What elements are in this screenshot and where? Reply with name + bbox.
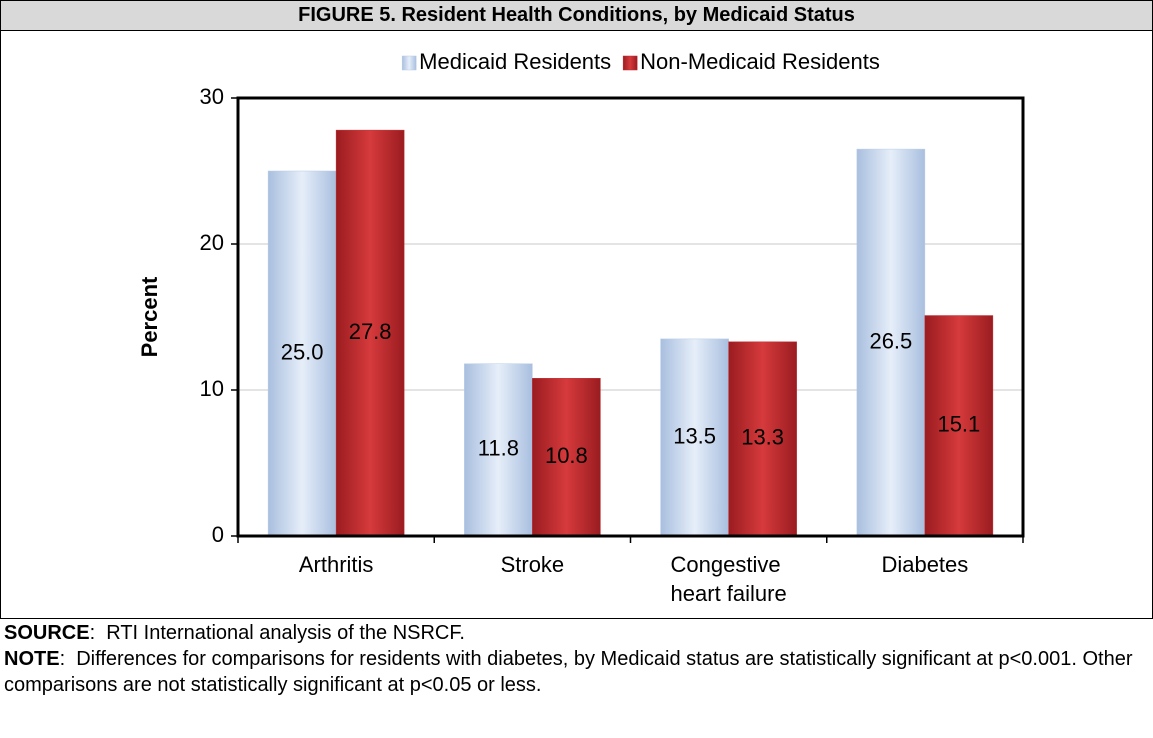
- legend-item: Non-Medicaid Residents: [622, 49, 880, 74]
- bar: [532, 378, 601, 537]
- data-label: 26.5: [869, 328, 912, 353]
- data-label: 25.0: [281, 339, 324, 364]
- data-label: 13.5: [673, 423, 716, 448]
- notes: SOURCE: RTI International analysis of th…: [4, 620, 1144, 698]
- data-label: 13.3: [741, 425, 784, 450]
- bar: [464, 363, 533, 537]
- bar: [924, 315, 994, 537]
- x-tick-label: Stroke: [501, 552, 565, 577]
- figure-title: FIGURE 5. Resident Health Conditions, by…: [1, 1, 1152, 31]
- note-text: : Differences for comparisons for reside…: [4, 648, 1139, 696]
- data-label: 10.8: [545, 443, 588, 468]
- note: SOURCE: RTI International analysis of th…: [4, 620, 1144, 646]
- y-axis-label: Percent: [137, 276, 162, 357]
- y-tick-label: 20: [200, 230, 224, 255]
- figure-box: FIGURE 5. Resident Health Conditions, by…: [0, 0, 1153, 619]
- y-tick-label: 0: [212, 522, 224, 547]
- bar: [856, 148, 926, 537]
- legend-item: Medicaid Residents: [401, 49, 611, 74]
- bar: [660, 338, 729, 537]
- legend-swatch: [401, 55, 417, 71]
- legend-label: Non-Medicaid Residents: [640, 49, 880, 74]
- bar: [335, 129, 405, 537]
- bar: [267, 170, 337, 537]
- note: NOTE: Differences for comparisons for re…: [4, 646, 1144, 698]
- y-tick-label: 10: [200, 376, 224, 401]
- x-tick-label: Diabetes: [881, 552, 968, 577]
- note-text: : RTI International analysis of the NSRC…: [89, 622, 465, 644]
- plot-border: [236, 96, 1025, 538]
- note-label: NOTE: [4, 648, 60, 670]
- data-label: 15.1: [937, 412, 980, 437]
- x-tick-label: Congestive heart failure: [671, 552, 787, 606]
- x-tick-label: Arthritis: [299, 552, 374, 577]
- data-label: 27.8: [349, 319, 392, 344]
- note-label: SOURCE: [4, 622, 90, 644]
- x-tick-label-line: heart failure: [671, 581, 787, 606]
- legend-swatch: [622, 55, 638, 71]
- x-tick-label-line: Congestive: [671, 552, 787, 577]
- legend-label: Medicaid Residents: [419, 49, 611, 74]
- chart: 0 10 20 30 Percent Arthritis 25.0 27.8 Stroke 11.…: [137, 49, 1025, 606]
- data-label: 11.8: [478, 436, 519, 461]
- y-tick-label: 30: [200, 84, 224, 109]
